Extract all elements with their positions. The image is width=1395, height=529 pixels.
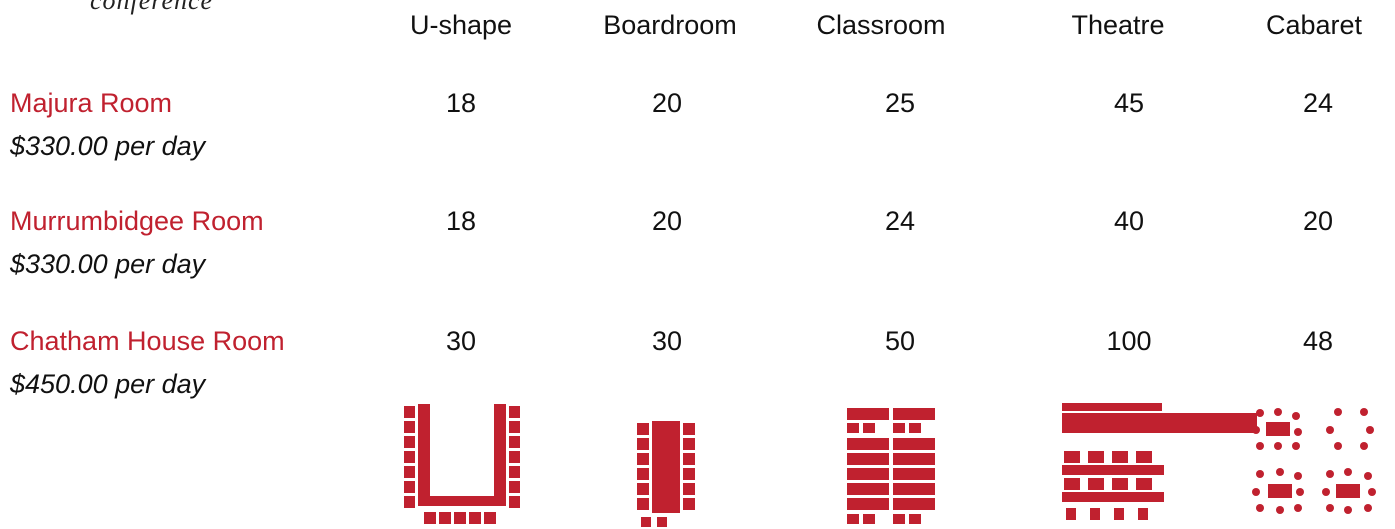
capacity-cell: 50 (884, 326, 916, 356)
cabaret-layout-icon (1252, 404, 1382, 526)
boardroom-layout-icon (637, 421, 699, 529)
column-header-classroom: Classroom (816, 10, 946, 40)
capacity-cell: 30 (651, 326, 683, 356)
capacity-cell: 25 (884, 88, 916, 118)
capacity-cell: 30 (445, 326, 477, 356)
section-title: conference (90, 0, 214, 15)
capacity-cell: 18 (445, 206, 477, 236)
capacity-cell: 40 (1113, 206, 1145, 236)
column-header-theatre: Theatre (1071, 10, 1165, 40)
room-price-chatham-house: $450.00 per day (10, 369, 206, 399)
room-name-majura: Majura Room (10, 88, 173, 118)
capacity-cell: 24 (1302, 88, 1334, 118)
capacity-cell: 100 (1106, 326, 1152, 356)
room-price-majura: $330.00 per day (10, 131, 206, 161)
capacity-cell: 24 (884, 206, 916, 236)
room-price-murrumbidgee: $330.00 per day (10, 249, 206, 279)
capacity-cell: 45 (1113, 88, 1145, 118)
column-header-boardroom: Boardroom (603, 10, 737, 40)
classroom-layout-icon (847, 408, 939, 526)
capacity-cell: 20 (651, 206, 683, 236)
column-header-u-shape: U-shape (409, 10, 513, 40)
capacity-cell: 48 (1302, 326, 1334, 356)
theatre-layout-icon (1062, 403, 1262, 523)
capacity-cell: 20 (651, 88, 683, 118)
room-name-murrumbidgee: Murrumbidgee Room (10, 206, 264, 236)
column-header-cabaret: Cabaret (1265, 10, 1363, 40)
capacity-cell: 18 (445, 88, 477, 118)
u-shape-layout-icon (404, 404, 524, 526)
room-name-chatham-house: Chatham House Room (10, 326, 285, 356)
capacity-cell: 20 (1302, 206, 1334, 236)
